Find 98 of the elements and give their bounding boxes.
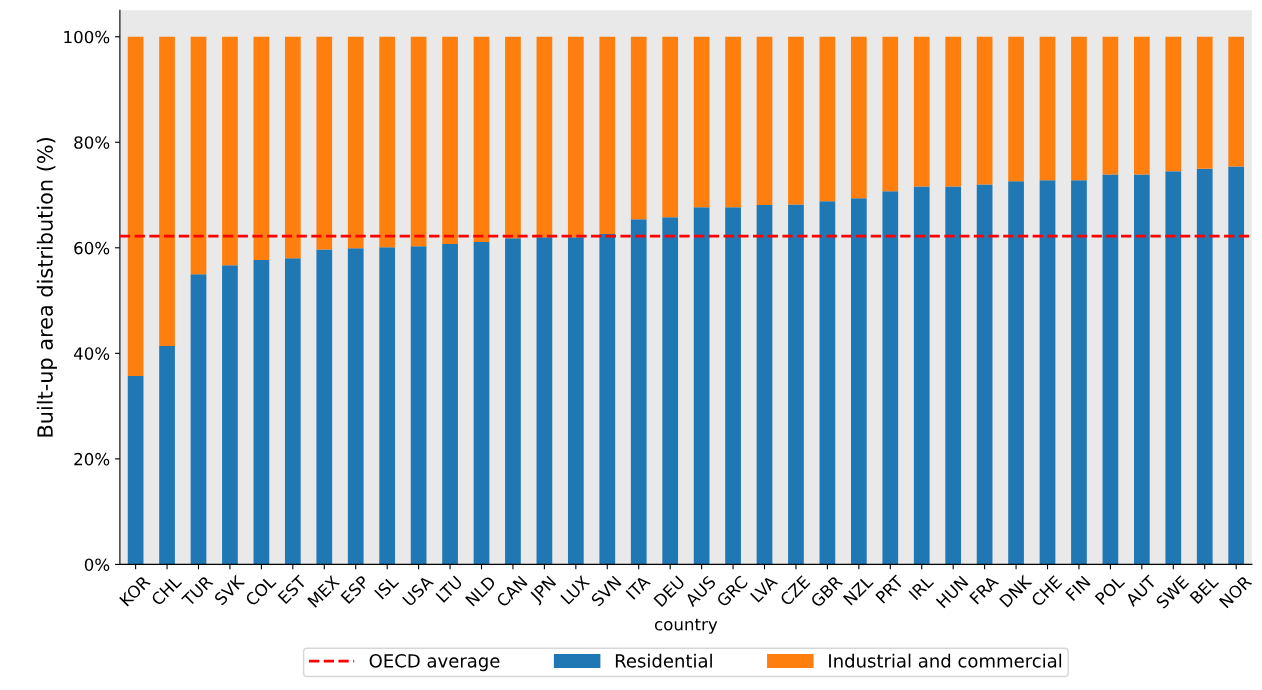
bar xyxy=(159,345,175,565)
bar xyxy=(976,184,993,565)
bar xyxy=(1008,36,1024,182)
bar xyxy=(725,207,741,565)
bar xyxy=(222,265,238,565)
bar xyxy=(379,247,396,565)
bar xyxy=(127,376,144,565)
bar xyxy=(316,249,333,565)
bar xyxy=(599,36,616,235)
bar xyxy=(1228,36,1245,167)
bar xyxy=(819,201,836,565)
bar xyxy=(913,186,930,565)
y-tick-label: 20% xyxy=(74,452,110,466)
y-tick-label: 40% xyxy=(73,347,110,360)
bar xyxy=(1196,168,1213,565)
y-tick-label: 60% xyxy=(74,241,110,255)
bar xyxy=(1102,174,1119,565)
bar xyxy=(536,237,553,565)
bar xyxy=(347,248,364,565)
bar xyxy=(1071,180,1087,565)
x-tick-label: ESP xyxy=(340,574,370,605)
bar xyxy=(882,36,899,192)
bar xyxy=(882,191,899,565)
bar xyxy=(976,36,993,185)
bar xyxy=(1133,174,1150,565)
y-axis-title: Built-up area distribution (%) xyxy=(36,138,57,437)
bar xyxy=(127,36,144,377)
bar xyxy=(1039,36,1056,181)
bar xyxy=(693,207,710,565)
bar xyxy=(1165,171,1182,565)
bar xyxy=(756,205,773,565)
bar xyxy=(630,219,647,565)
bar xyxy=(159,36,175,346)
x-axis-title: country xyxy=(654,618,718,634)
bar xyxy=(347,36,364,249)
bar xyxy=(284,36,301,259)
bar xyxy=(1165,36,1182,172)
bar xyxy=(410,36,427,247)
y-tick-label: 100% xyxy=(64,30,110,44)
bar xyxy=(662,36,679,218)
x-tick-label: USA xyxy=(401,574,435,607)
bar xyxy=(1102,36,1119,175)
bar xyxy=(442,36,458,245)
bar xyxy=(1008,181,1024,565)
bar xyxy=(662,217,679,565)
legend-label: Residential xyxy=(615,653,712,668)
x-tick-label: CHL xyxy=(150,574,183,607)
bar xyxy=(945,186,962,565)
x-tick-label: LTU xyxy=(435,575,463,603)
x-tick-label: IRL xyxy=(908,574,935,601)
bar xyxy=(850,36,867,199)
bar xyxy=(599,234,616,565)
x-tick-label: COL xyxy=(244,574,277,607)
x-tick-label: ISL xyxy=(374,574,400,600)
y-tick-label: 80% xyxy=(74,136,110,149)
bar xyxy=(222,36,238,266)
x-tick-label: TUR xyxy=(181,574,214,608)
bar xyxy=(253,259,270,565)
x-tick-label: NZL xyxy=(842,574,874,606)
x-tick-label: FIN xyxy=(1065,575,1091,602)
x-tick-label: ITA xyxy=(625,574,651,600)
bar xyxy=(788,204,804,565)
bar xyxy=(567,237,584,565)
bar xyxy=(442,244,458,565)
bar xyxy=(536,36,553,238)
bar xyxy=(630,36,647,220)
bar xyxy=(945,36,962,187)
bar xyxy=(473,36,490,242)
bar xyxy=(253,36,270,260)
x-tick-label: LVA xyxy=(750,574,778,603)
bar xyxy=(1071,36,1087,181)
bar xyxy=(693,36,710,208)
bar xyxy=(913,36,930,187)
bar xyxy=(505,238,521,565)
bar xyxy=(284,258,301,565)
bar xyxy=(190,36,207,275)
bar xyxy=(190,274,207,565)
bar xyxy=(505,36,521,239)
bar xyxy=(410,246,427,565)
bar xyxy=(1039,180,1056,565)
bar xyxy=(819,36,836,202)
legend-label: OECD average xyxy=(369,653,500,672)
y-tick-label: 0% xyxy=(84,558,110,571)
bar xyxy=(1228,166,1245,565)
x-tick-label: FRA xyxy=(969,574,1000,605)
bar xyxy=(1133,36,1150,175)
bar xyxy=(850,198,867,565)
bar xyxy=(756,36,773,206)
bar xyxy=(473,242,490,565)
x-tick-label: BEL xyxy=(1189,574,1219,605)
bar xyxy=(567,36,584,238)
legend-label: Industrial and commercial xyxy=(829,653,1062,668)
bar xyxy=(379,36,396,248)
bar xyxy=(1196,36,1213,169)
bar xyxy=(788,36,804,205)
bar xyxy=(316,36,333,250)
bar xyxy=(725,36,741,208)
x-tick-label: POL xyxy=(1094,574,1126,606)
